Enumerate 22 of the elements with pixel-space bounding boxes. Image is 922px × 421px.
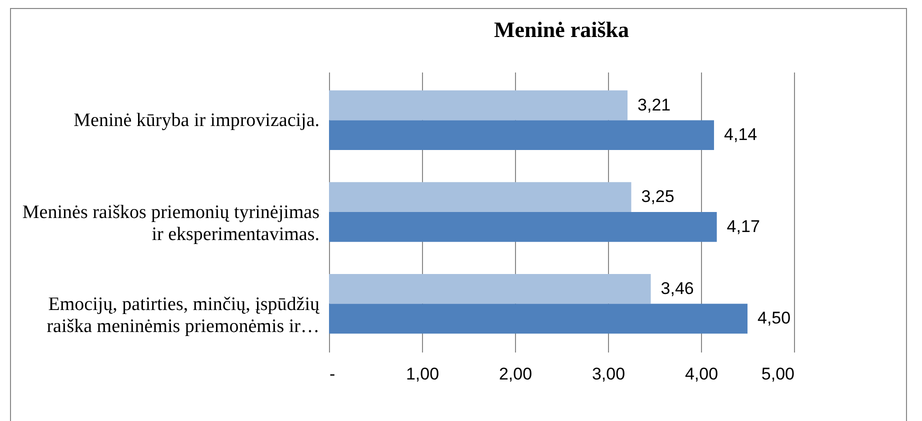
bar [329,182,632,212]
bar [329,90,628,120]
data-label: 4,14 [724,125,758,144]
y-tick-label: Meninė kūryba ir improvizacija. [74,110,320,132]
data-label: 4,50 [758,308,791,328]
data-label: 3,21 [638,95,671,114]
bar [329,212,717,242]
x-tick-label: 2,00 [498,364,532,384]
chart-title: Meninė raiška [494,17,630,42]
bar [329,120,714,150]
data-label: 3,46 [660,278,694,298]
x-tick-label: 1,00 [406,364,440,384]
y-tick-label: Meninės raiškos priemonių tyrinėjimas ir eksperimentavimas. [22,202,320,245]
data-label: 4,17 [726,216,760,236]
bar [329,274,651,304]
bar [329,304,748,334]
y-tick-label: Emocijų, patirties, minčių, įspūdžių raiška meninėmis priemonėmis ir… [46,294,320,337]
x-tick-label: 5,00 [761,364,794,384]
x-tick-label: - [330,364,336,384]
x-tick-label: 4,00 [684,364,718,384]
data-label: 3,25 [641,187,674,206]
x-tick-label: 3,00 [592,364,626,384]
